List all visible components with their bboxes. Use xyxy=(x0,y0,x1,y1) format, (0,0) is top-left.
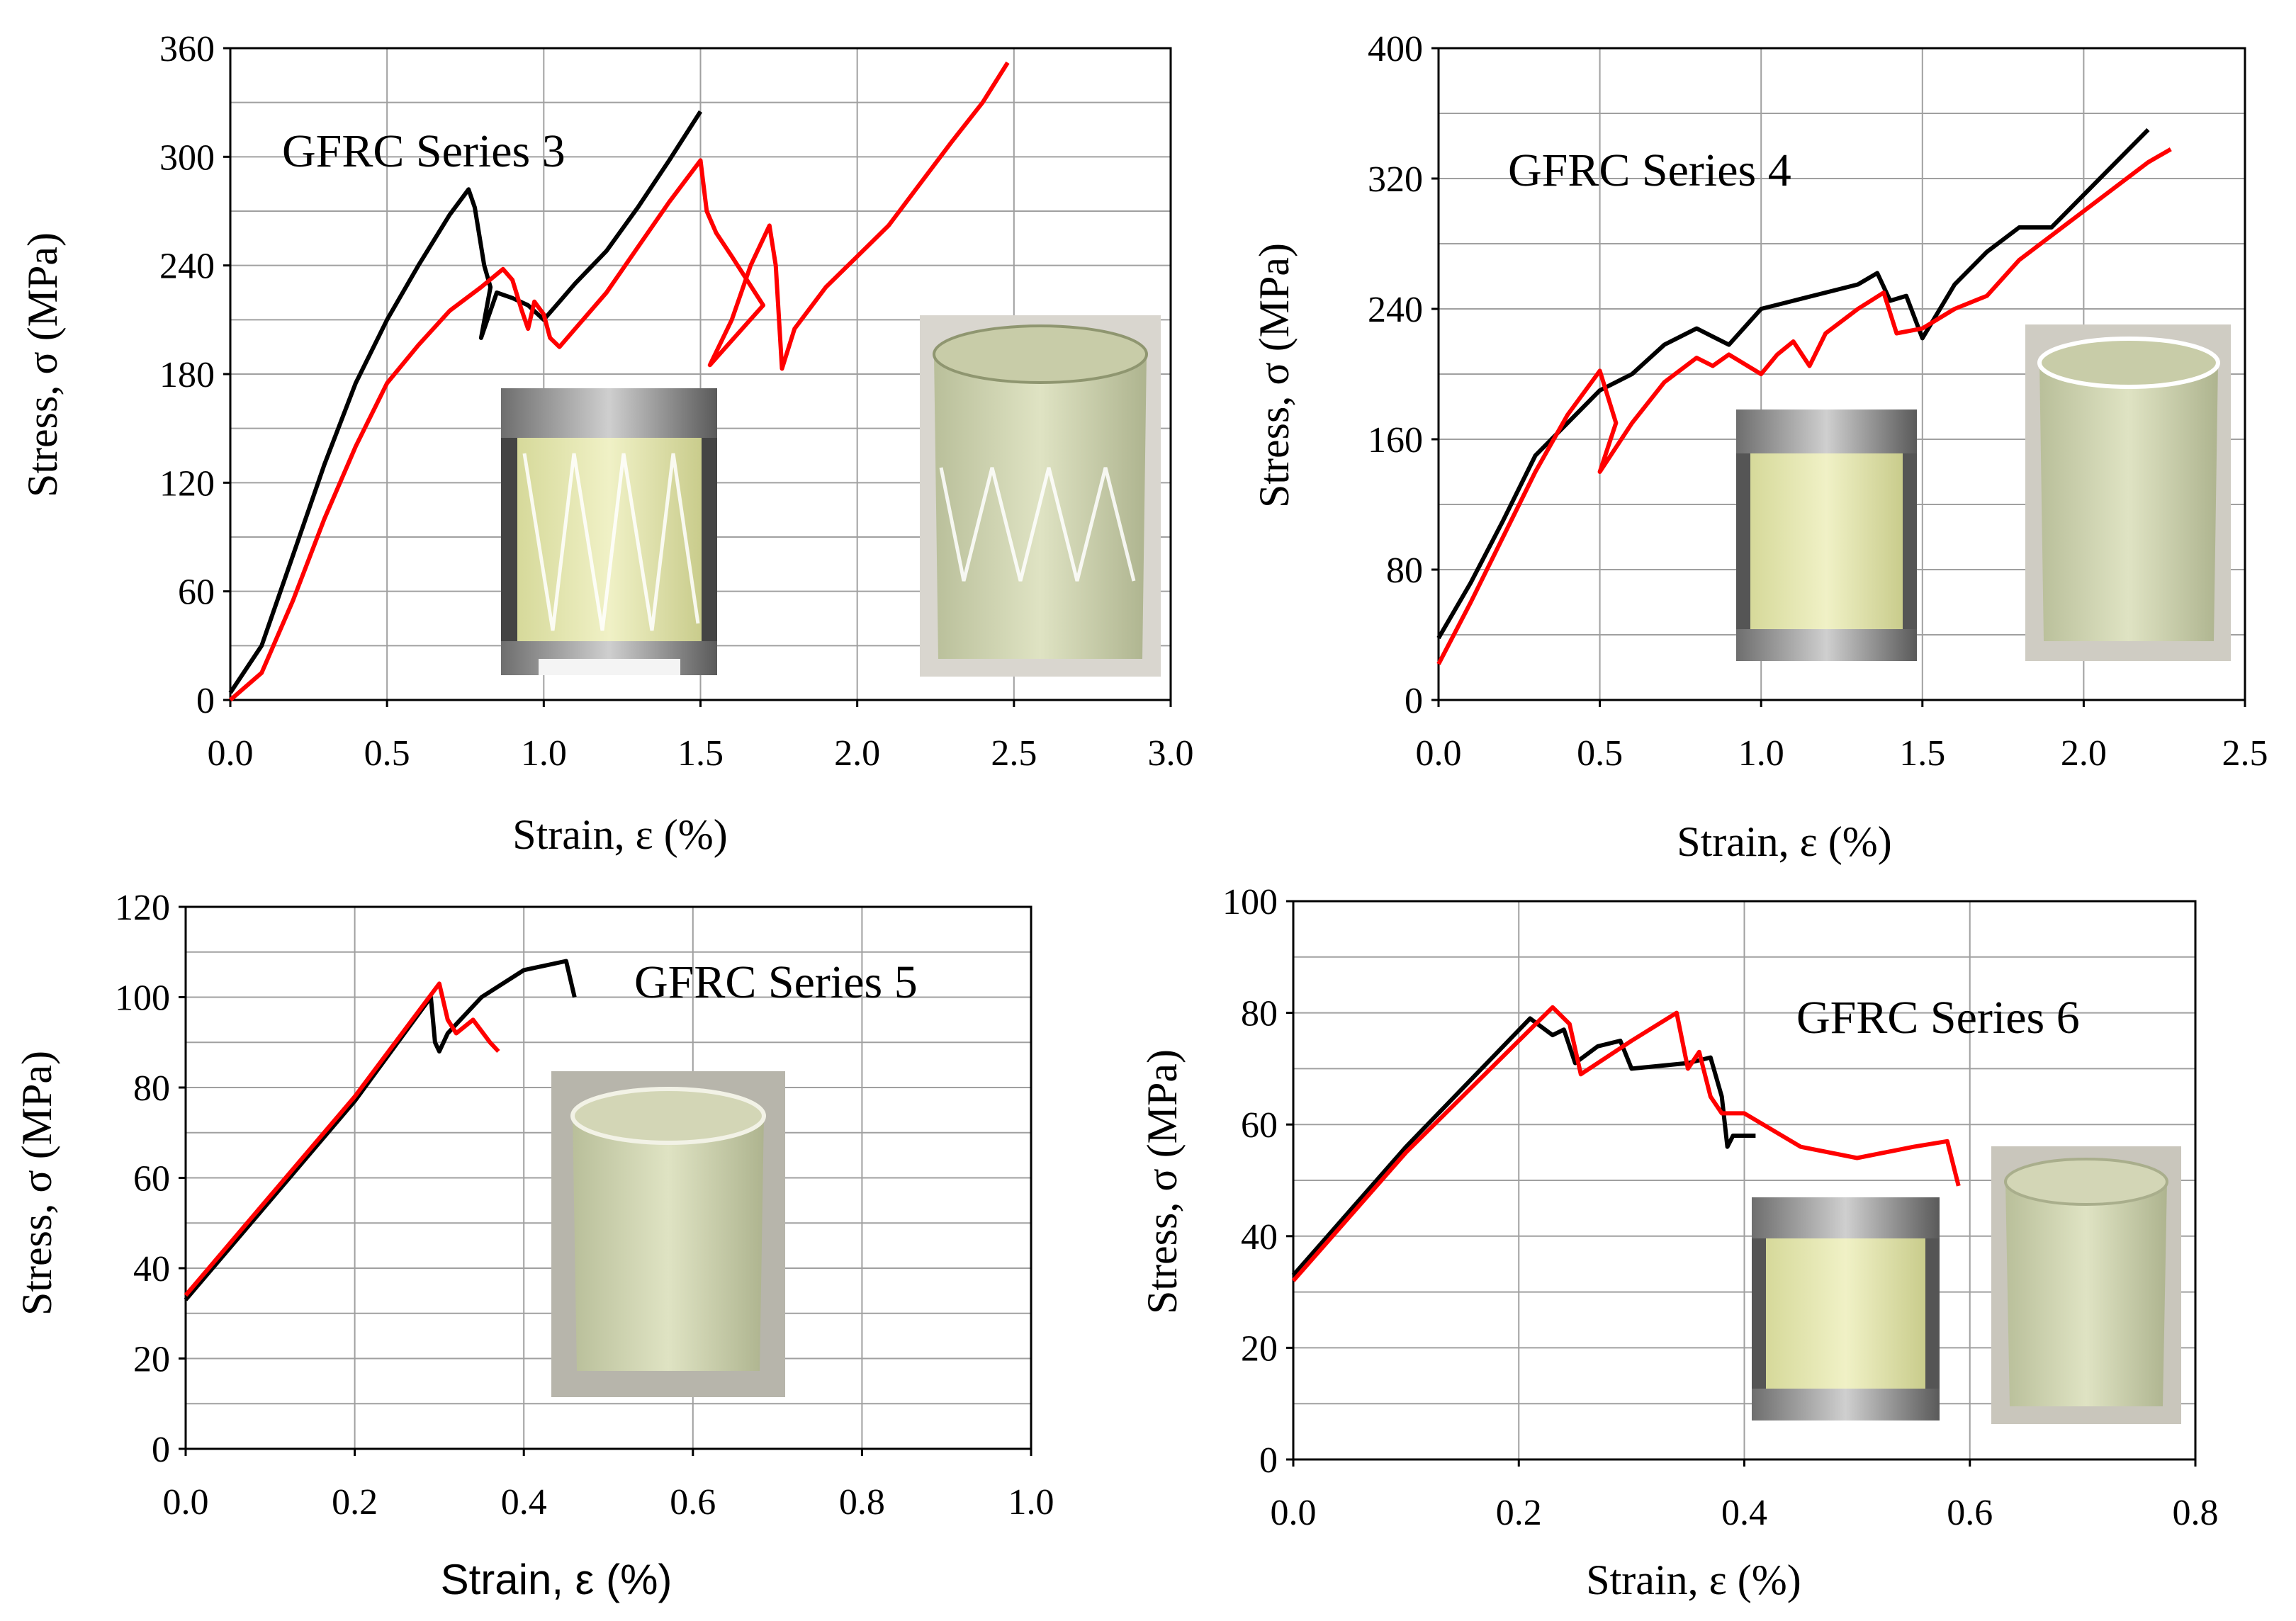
y-tick-label: 60 xyxy=(1241,1105,1278,1146)
x-tick-label: 1.5 xyxy=(677,733,724,774)
series-line-black xyxy=(184,959,577,1301)
y-axis-title: Stress, σ (MPa) xyxy=(1139,1049,1186,1314)
y-tick-label: 0 xyxy=(1405,681,1423,721)
y-tick-labels: 0 20 40 60 80 100 120 xyxy=(115,888,186,1470)
x-tick-label: 0.5 xyxy=(364,733,410,774)
x-tick-label: 1.0 xyxy=(1008,1482,1054,1523)
series-lines xyxy=(228,61,1010,702)
y-tick-labels: 0 20 40 60 80 100 xyxy=(1222,882,1293,1481)
x-tick-label: 0.8 xyxy=(2173,1493,2219,1533)
series-lines xyxy=(184,959,577,1301)
x-tick-label: 2.5 xyxy=(2222,733,2268,774)
series-line-black xyxy=(228,110,703,694)
x-tick-labels: 0.0 0.2 0.4 0.6 0.8 xyxy=(1271,1459,2219,1533)
y-tick-label: 300 xyxy=(159,137,215,178)
x-tick-labels: 0.0 0.2 0.4 0.6 0.8 1.0 xyxy=(163,1449,1054,1523)
x-tick-label: 0.0 xyxy=(163,1482,209,1523)
photo-tested-cylinder xyxy=(551,1071,785,1397)
y-tick-label: 100 xyxy=(1222,882,1278,922)
x-tick-label: 0.6 xyxy=(670,1482,716,1523)
x-tick-label: 0.4 xyxy=(501,1482,547,1523)
x-tick-labels: 0.0 0.5 1.0 1.5 2.0 2.5 3.0 xyxy=(208,700,1194,774)
y-tick-label: 160 xyxy=(1368,420,1423,461)
y-tick-label: 320 xyxy=(1368,159,1423,200)
x-tick-label: 3.0 xyxy=(1148,733,1194,774)
x-axis-title: Strain, ε (%) xyxy=(1677,818,1891,865)
y-tick-label: 40 xyxy=(1241,1217,1278,1258)
chart-series-6: 0 20 40 60 80 100 0.0 0.2 0.4 0.6 0.8 GFRC Series… xyxy=(1139,882,2219,1603)
series-line-red xyxy=(184,981,500,1297)
y-tick-label: 240 xyxy=(159,247,215,287)
y-tick-label: 80 xyxy=(1241,994,1278,1034)
y-tick-label: 180 xyxy=(159,355,215,395)
photo-specimen-in-press xyxy=(1752,1197,1940,1421)
y-tick-label: 80 xyxy=(1386,550,1423,591)
x-tick-label: 0.0 xyxy=(208,733,254,774)
chart-series-4: 0 80 160 240 320 400 0.0 0.5 1.0 1.5 2.0 2.5 GFRC … xyxy=(1251,29,2268,865)
y-tick-labels: 0 60 120 180 240 300 360 xyxy=(159,29,230,721)
y-tick-label: 240 xyxy=(1368,290,1423,330)
y-tick-label: 60 xyxy=(178,572,215,613)
y-tick-label: 60 xyxy=(133,1159,170,1199)
y-tick-labels: 0 80 160 240 320 400 xyxy=(1368,29,1439,721)
x-axis-title: Strain, ε (%) xyxy=(512,811,727,858)
x-axis-title: Strain, ε (%) xyxy=(1586,1557,1801,1603)
chart-title: GFRC Series 4 xyxy=(1508,145,1791,196)
x-tick-label: 2.0 xyxy=(2061,733,2107,774)
chart-title: GFRC Series 3 xyxy=(282,125,565,177)
y-tick-label: 120 xyxy=(115,888,170,928)
photo-specimen-in-press xyxy=(1736,410,1917,661)
chart-series-3: 0 60 120 180 240 300 360 0.0 0.5 1.0 1.5 2.0 2.5 3.0… xyxy=(19,29,1194,858)
x-tick-label: 0.2 xyxy=(1496,1493,1542,1533)
x-tick-label: 1.0 xyxy=(1738,733,1784,774)
x-tick-labels: 0.0 0.5 1.0 1.5 2.0 2.5 xyxy=(1416,700,2268,774)
y-tick-label: 0 xyxy=(196,681,215,721)
series-line-red xyxy=(1436,147,2172,665)
y-tick-label: 360 xyxy=(159,29,215,69)
series-line-red xyxy=(1291,1005,1961,1282)
y-tick-label: 40 xyxy=(133,1249,170,1289)
chart-title: GFRC Series 6 xyxy=(1796,992,2080,1044)
y-tick-label: 100 xyxy=(115,978,170,1019)
x-tick-label: 0.2 xyxy=(332,1482,378,1523)
x-axis-title: Strain, ε (%) xyxy=(441,1556,673,1603)
x-tick-label: 2.5 xyxy=(991,733,1037,774)
x-tick-label: 0.6 xyxy=(1947,1493,1993,1533)
y-tick-label: 400 xyxy=(1368,29,1423,69)
photo-tested-cylinder xyxy=(1991,1146,2181,1424)
x-tick-label: 0.5 xyxy=(1577,733,1623,774)
x-tick-label: 1.5 xyxy=(1899,733,1945,774)
photo-specimen-in-press xyxy=(501,388,717,675)
series-line-red xyxy=(229,61,1010,702)
plot-frame xyxy=(1437,47,2246,701)
x-tick-label: 0.4 xyxy=(1721,1493,1767,1533)
x-tick-label: 1.0 xyxy=(521,733,567,774)
series-line-black xyxy=(1436,128,2150,640)
y-tick-label: 20 xyxy=(133,1340,170,1380)
photo-tested-cylinder xyxy=(920,315,1161,677)
chart-title: GFRC Series 5 xyxy=(634,956,918,1008)
chart-series-5: 0 20 40 60 80 100 120 0.0 0.2 0.4 0.6 0.8 1.0 GFRC … xyxy=(13,888,1054,1603)
x-tick-label: 0.0 xyxy=(1271,1493,1317,1533)
series-lines xyxy=(1291,1005,1961,1282)
x-tick-label: 0.8 xyxy=(839,1482,885,1523)
y-tick-label: 20 xyxy=(1241,1328,1278,1369)
photo-tested-cylinder xyxy=(2025,324,2231,661)
gridlines xyxy=(1293,901,2195,1459)
y-tick-label: 0 xyxy=(1259,1440,1278,1481)
y-axis-title: Stress, σ (MPa) xyxy=(19,232,66,497)
x-tick-label: 2.0 xyxy=(834,733,880,774)
x-tick-label: 0.0 xyxy=(1416,733,1462,774)
y-tick-label: 80 xyxy=(133,1068,170,1109)
y-axis-title: Stress, σ (MPa) xyxy=(1251,243,1298,508)
y-tick-label: 120 xyxy=(159,463,215,504)
y-tick-label: 0 xyxy=(152,1430,170,1470)
series-lines xyxy=(1436,128,2172,665)
y-axis-title: Stress, σ (MPa) xyxy=(13,1051,60,1316)
